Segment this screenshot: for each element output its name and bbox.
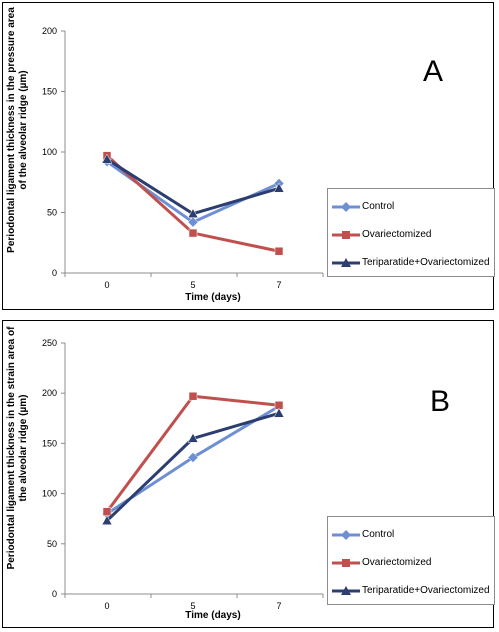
- data-point: [273, 407, 285, 418]
- data-point: [188, 391, 198, 401]
- data-point: [102, 507, 112, 516]
- y-tick-label: 0: [52, 268, 57, 278]
- data-point: [187, 208, 199, 218]
- data-point: [187, 216, 199, 228]
- x-tick-label: 0: [104, 280, 109, 290]
- x-tick-label: 7: [276, 601, 281, 611]
- legend-label: Teriparatide+Ovariectomized: [362, 257, 490, 268]
- x-tick-label: 7: [276, 280, 281, 290]
- y-tick-label: 200: [42, 26, 57, 36]
- y-tick-label: 50: [47, 208, 57, 218]
- legend-label: Ovariectomized: [362, 557, 432, 568]
- data-point: [187, 452, 199, 463]
- data-point: [273, 182, 285, 193]
- y-tick-label: 100: [42, 489, 57, 499]
- y-tick-label: 50: [47, 539, 57, 549]
- x-tick-label: 0: [104, 601, 109, 611]
- data-point: [101, 153, 113, 164]
- line-chart-a: 0 50 100 150 200 0 5 7: [42, 26, 324, 290]
- legend: Control Ovariectomized Teriparatide+Ovar…: [327, 516, 495, 605]
- y-tick-label: 250: [42, 338, 57, 348]
- panel-label: A: [423, 55, 444, 88]
- legend-label: Ovariectomized: [362, 229, 432, 240]
- data-point: [274, 246, 284, 256]
- data-point: [101, 515, 113, 525]
- y-tick-label: 100: [42, 147, 57, 157]
- data-point: [188, 228, 198, 238]
- x-axis-label: Time (days): [185, 292, 241, 303]
- y-tick-label: 150: [42, 87, 57, 97]
- y-tick-label: 200: [42, 388, 57, 398]
- series-line-teriparatide-ovariectomized: [106, 157, 280, 216]
- chart-panel-b: 0 50 100 150 200 250 0 5 7 Periodontal ligament …: [2, 320, 495, 628]
- y-tick-label: 0: [52, 589, 57, 599]
- chart-panel-a: 0 50 100 150 200 0 5 7 Periodontal ligament thi…: [2, 2, 495, 310]
- y-axis-label: Periodontal ligament thickness in the st…: [6, 326, 29, 570]
- legend-label: Control: [362, 201, 395, 212]
- panel-label: B: [430, 385, 451, 418]
- x-tick-label: 5: [190, 601, 195, 611]
- data-point: [187, 432, 199, 443]
- legend: Control Ovariectomized Teriparatide+Ovar…: [327, 188, 495, 277]
- legend-label: Teriparatide+Ovariectomized: [362, 585, 490, 596]
- y-axis-label: Periodontal ligament thickness in the pr…: [6, 7, 29, 253]
- series-line-teriparatide-ovariectomized: [105, 411, 280, 522]
- legend-label: Control: [362, 529, 395, 540]
- x-tick-label: 5: [190, 280, 195, 290]
- x-axis-label: Time (days): [185, 610, 241, 621]
- y-tick-label: 150: [42, 438, 57, 448]
- line-chart-b: 0 50 100 150 200 250 0 5 7: [42, 338, 324, 611]
